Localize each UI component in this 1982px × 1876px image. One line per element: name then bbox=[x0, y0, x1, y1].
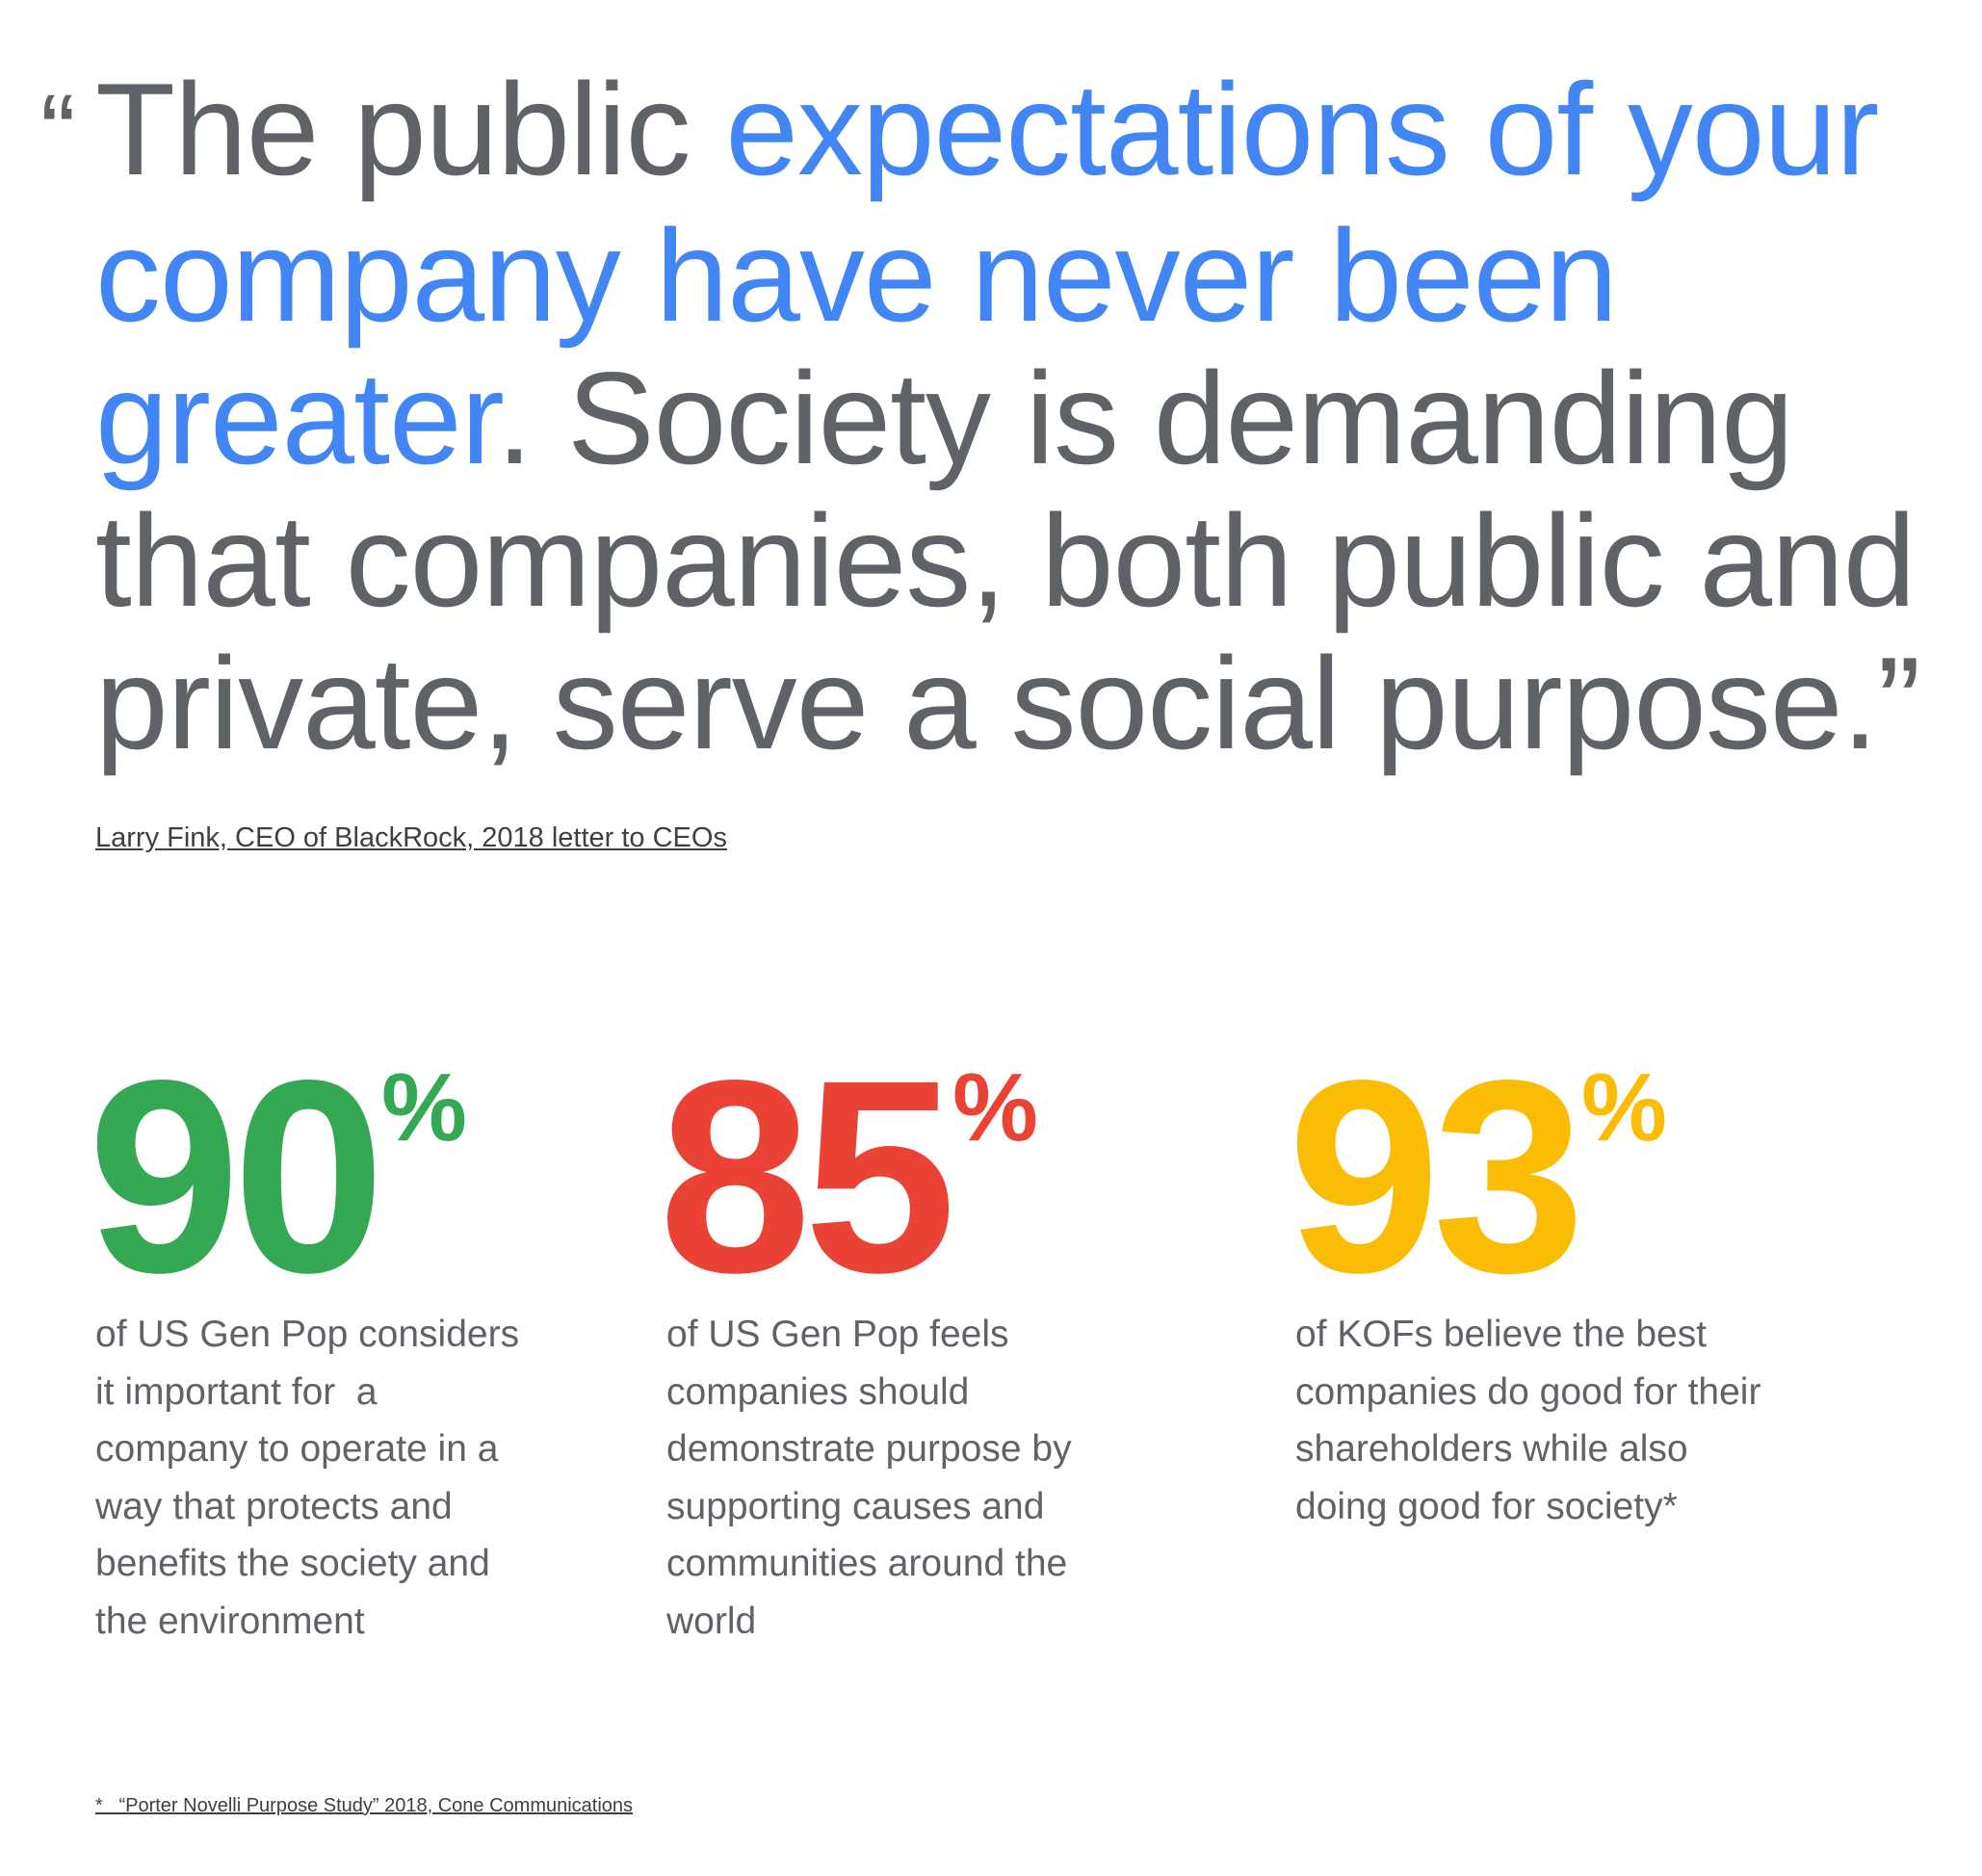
quote-segment: greater bbox=[95, 345, 497, 491]
quote-segment: company have never been bbox=[95, 202, 1618, 349]
quote-line: that companies, both public and bbox=[95, 495, 1916, 626]
stat-description-line: doing good for society* bbox=[1295, 1485, 1678, 1527]
quote-segment: that companies, both public and bbox=[95, 487, 1916, 634]
stat-description-line: way that protects and bbox=[95, 1485, 453, 1527]
stat-description-line: the environment bbox=[95, 1600, 365, 1642]
stat-description-line: world bbox=[666, 1600, 757, 1642]
quote-segment: . Society is demanding bbox=[496, 345, 1793, 491]
stat-description-line: company to operate in a bbox=[95, 1428, 499, 1470]
stat-number: 85 bbox=[659, 1024, 956, 1330]
stat-description-line: supporting causes and bbox=[666, 1485, 1045, 1527]
footnote: * “Porter Novelli Purpose Study” 2018, C… bbox=[95, 1795, 634, 1816]
stat-description-line: communities around the bbox=[666, 1543, 1068, 1584]
stat-description-line: it important for a bbox=[95, 1370, 378, 1413]
stat-description-line: demonstrate purpose by bbox=[666, 1428, 1072, 1470]
stat-unit: % bbox=[952, 1054, 1038, 1161]
stat-description-line: shareholders while also bbox=[1295, 1428, 1688, 1470]
quote-segment: expectations of your bbox=[725, 56, 1879, 202]
stat-unit: % bbox=[1581, 1054, 1667, 1161]
open-quote-mark: “ bbox=[40, 73, 76, 192]
stat-number: 93 bbox=[1288, 1024, 1585, 1330]
attribution-link[interactable]: Larry Fink, CEO of BlackRock, 2018 lette… bbox=[95, 822, 727, 853]
quote-line: private, serve a social purpose.” bbox=[95, 638, 1921, 769]
stat-number: 90 bbox=[88, 1024, 385, 1330]
stat-description-line: of US Gen Pop considers bbox=[95, 1314, 520, 1355]
stat-unit: % bbox=[381, 1054, 467, 1161]
stat-description-line: of US Gen Pop feels bbox=[666, 1314, 1009, 1355]
quote-segment: The public bbox=[95, 56, 726, 202]
quote-segment: private, serve a social purpose.” bbox=[95, 630, 1921, 776]
quote-line: greater. Society is demanding bbox=[95, 352, 1794, 483]
stat-description-line: companies should bbox=[666, 1370, 970, 1413]
stat-description-line: of KOFs believe the best bbox=[1295, 1314, 1708, 1355]
stat-description-line: companies do good for their bbox=[1295, 1370, 1761, 1413]
quote-line: The public expectations of your bbox=[95, 64, 1879, 195]
quote-line: company have never been bbox=[95, 210, 1618, 341]
stat-description-line: benefits the society and bbox=[95, 1543, 490, 1584]
